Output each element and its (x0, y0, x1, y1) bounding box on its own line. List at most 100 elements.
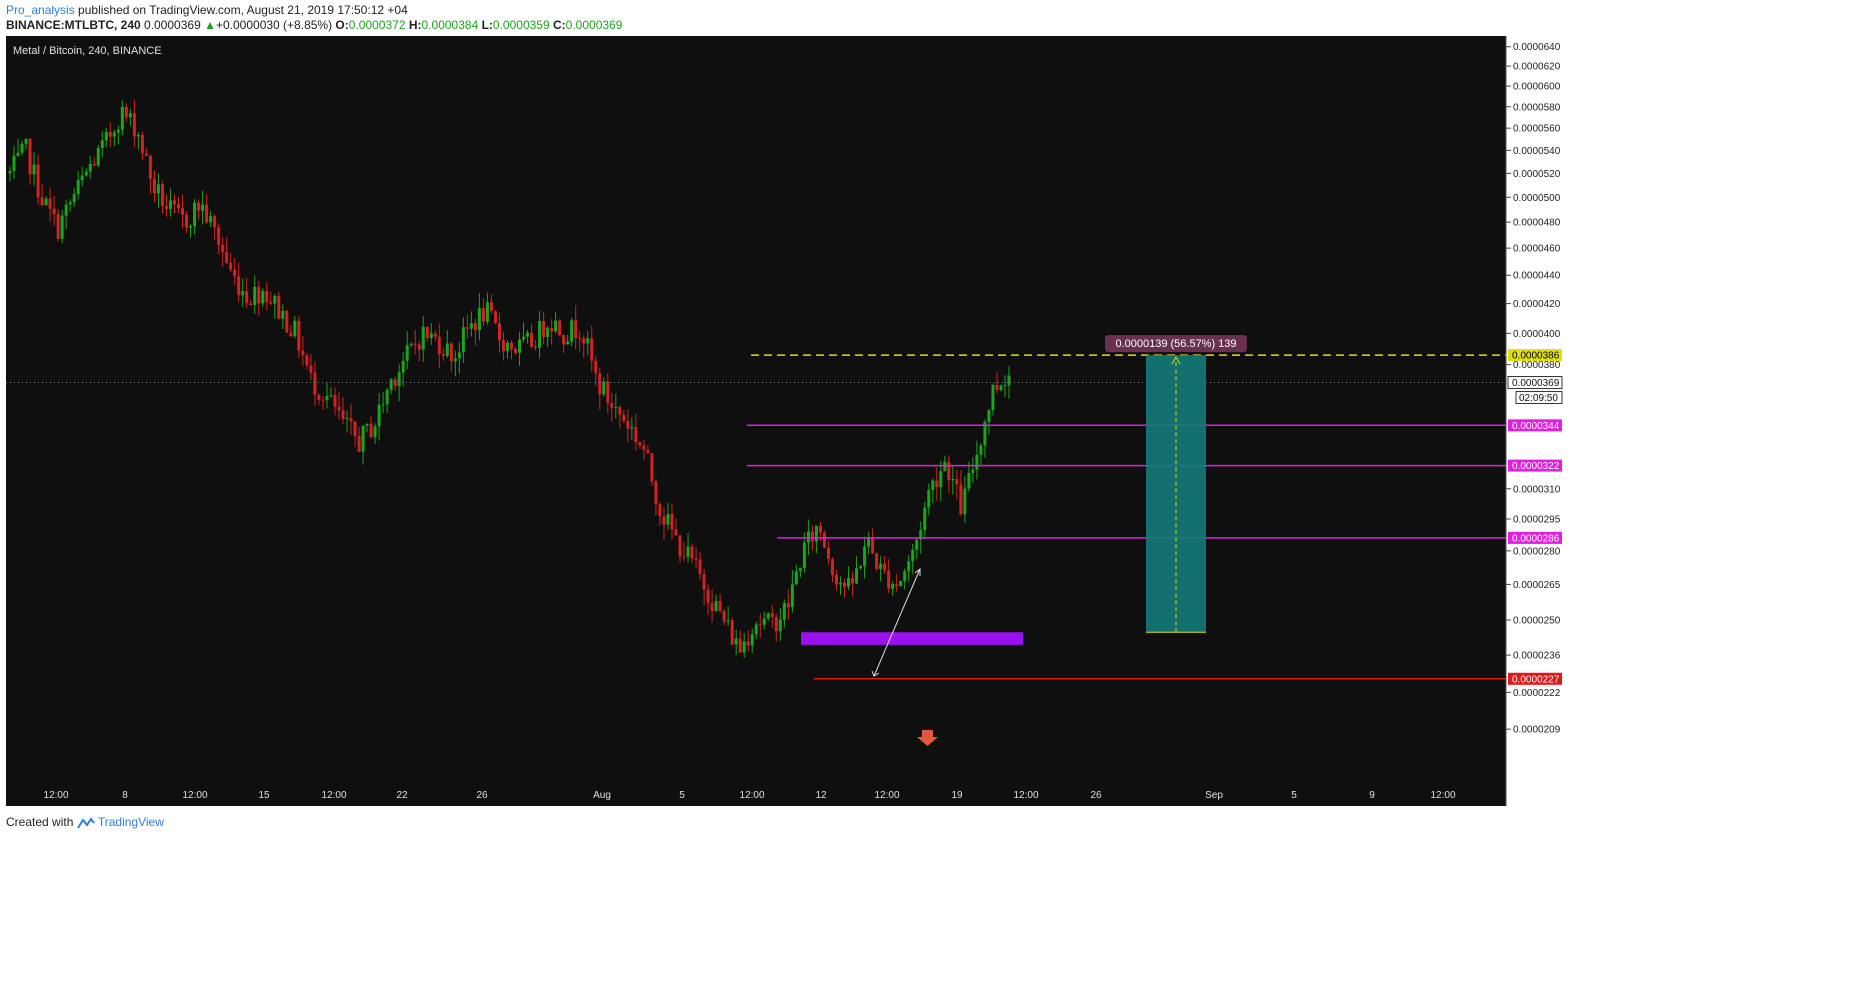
candle-body (538, 320, 542, 348)
y-tick-label: 0.0000310 (1513, 484, 1561, 495)
x-tick-label: 12:00 (1430, 790, 1455, 801)
candle-body (177, 204, 181, 209)
candle-body (666, 514, 670, 525)
candle-body (329, 395, 333, 397)
x-tick-label: 15 (258, 790, 270, 801)
candle-body (855, 568, 859, 584)
candle-body (718, 600, 722, 611)
candle-body (574, 320, 578, 338)
candle-body (650, 453, 654, 482)
candle-body (413, 343, 417, 345)
candle-body (959, 484, 963, 515)
publish-info: Pro_analysis published on TradingView.co… (6, 3, 408, 17)
candle-body (32, 164, 36, 175)
candle-body (80, 175, 84, 181)
candle-body (217, 227, 221, 245)
candle-body (36, 164, 40, 198)
candle-body (931, 480, 935, 490)
candle-body (830, 559, 834, 575)
author-link[interactable]: Pro_analysis (6, 3, 75, 17)
candle-body (967, 472, 971, 489)
candle-body (273, 295, 277, 304)
candle-body (140, 134, 144, 154)
candle-body (213, 216, 217, 228)
candle-body (373, 426, 377, 438)
candle-body (887, 570, 891, 589)
candle-body (277, 295, 281, 319)
time-axis (6, 780, 1506, 806)
tradingview-logo-icon (76, 817, 95, 829)
candle-body (782, 603, 786, 620)
candle-body (554, 320, 558, 332)
candle-body (754, 624, 758, 635)
candle-body (686, 546, 690, 557)
low-label: L: (481, 18, 493, 32)
candle-body (193, 202, 197, 227)
candle-body (514, 348, 518, 353)
candle-body (542, 320, 546, 338)
last-price: 0.0000369 (144, 18, 201, 32)
candle-body (108, 131, 112, 137)
candle-body (417, 344, 421, 350)
candle-body (489, 302, 493, 311)
x-tick-label: 12:00 (321, 790, 346, 801)
tradingview-brand[interactable]: TradingView (97, 815, 164, 829)
candle-body (68, 202, 72, 205)
candle-body (694, 558, 698, 560)
candle-body (562, 334, 566, 345)
candle-body (794, 571, 798, 585)
candle-body (863, 546, 867, 567)
candle-body (802, 542, 806, 569)
candle-body (630, 427, 634, 429)
candle-body (289, 332, 293, 337)
candle-body (526, 332, 530, 337)
candle-body (774, 617, 778, 632)
candle-body (758, 624, 762, 626)
x-tick-label: 22 (396, 790, 408, 801)
candle-body (903, 571, 907, 582)
candle-body (369, 423, 373, 438)
measure-label: 0.0000139 (56.57%) 139 (1115, 338, 1236, 350)
created-with-text: Created with (6, 815, 74, 829)
candle-body (734, 638, 738, 645)
level-price-tag (1508, 459, 1562, 472)
candle-body (309, 365, 313, 373)
candle-body (401, 360, 405, 373)
candle-body (225, 252, 229, 263)
candle-body (762, 618, 766, 625)
level-price-label: 0.0000286 (1512, 533, 1560, 544)
x-tick-label: Sep (1205, 790, 1223, 801)
close-label: C: (553, 18, 566, 32)
x-tick-label: 12:00 (1013, 790, 1038, 801)
candle-body (60, 215, 64, 239)
price-chart[interactable]: Metal / Bitcoin, 240, BINANCE 0.0000640 0.… (6, 36, 1858, 806)
candle-body (353, 421, 357, 436)
candle-body (449, 343, 453, 362)
candle-body (871, 537, 875, 554)
y-tick-label: 0.0000640 (1513, 42, 1561, 53)
candle-body (72, 194, 76, 203)
candle-body (614, 407, 618, 409)
level-price-tag (1508, 419, 1562, 432)
candle-body (770, 613, 774, 618)
candle-body (64, 204, 68, 216)
candle-body (550, 328, 554, 332)
candle-body (24, 139, 28, 144)
y-tick-label: 0.0000560 (1513, 124, 1561, 135)
level-price-label: 0.0000386 (1512, 351, 1560, 362)
candle-body (875, 553, 879, 569)
candle-body (915, 539, 919, 550)
candle-body (293, 320, 297, 337)
candle-body (405, 345, 409, 361)
candle-body (602, 381, 606, 395)
candle-body (181, 208, 185, 215)
candle-body (16, 152, 20, 156)
candle-body (56, 214, 60, 239)
candle-body (955, 478, 959, 485)
chart-panel[interactable]: Metal / Bitcoin, 240, BINANCE 0.0000640 0.… (6, 36, 1858, 806)
candle-body (883, 563, 887, 571)
candle-body (481, 308, 485, 322)
candle-body (939, 471, 943, 488)
change-arrow-icon: ▲ (204, 18, 216, 32)
candle-body (690, 546, 694, 559)
